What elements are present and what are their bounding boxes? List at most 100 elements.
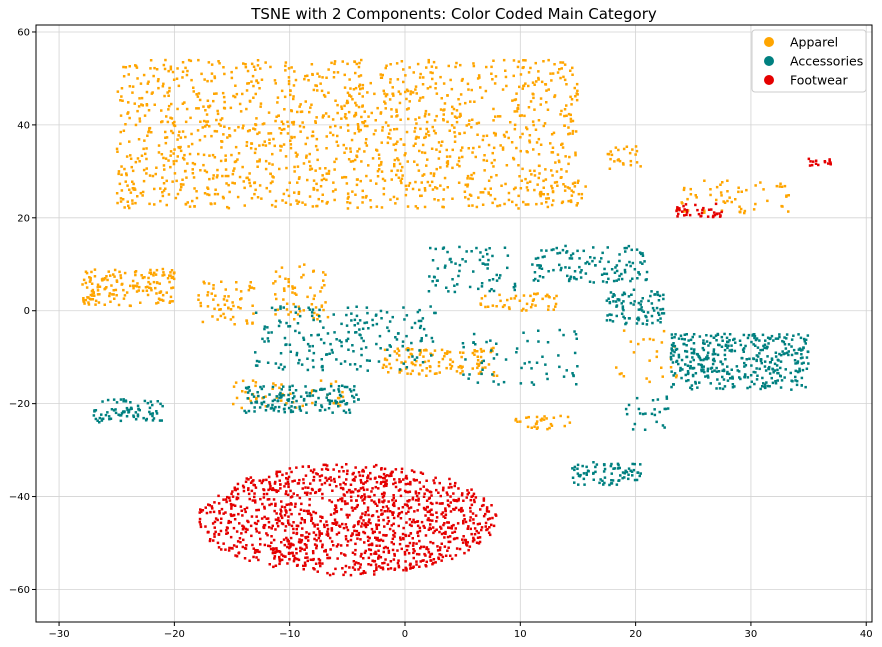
data-point bbox=[577, 192, 581, 196]
data-point bbox=[769, 337, 772, 340]
data-point bbox=[224, 159, 227, 162]
data-point bbox=[254, 501, 257, 504]
data-point bbox=[139, 301, 142, 304]
data-point bbox=[652, 309, 656, 312]
data-point bbox=[165, 203, 168, 207]
data-point bbox=[232, 514, 235, 517]
data-point bbox=[164, 130, 167, 134]
data-point bbox=[348, 513, 351, 517]
data-point bbox=[623, 271, 627, 274]
data-point bbox=[306, 491, 309, 494]
data-point bbox=[420, 545, 423, 549]
data-point bbox=[321, 545, 324, 549]
data-point bbox=[317, 197, 320, 201]
data-point bbox=[258, 160, 261, 163]
data-point bbox=[283, 365, 286, 369]
data-point bbox=[89, 276, 92, 280]
data-point bbox=[367, 513, 370, 517]
data-point bbox=[116, 201, 119, 205]
data-point bbox=[243, 186, 246, 190]
data-point bbox=[206, 291, 210, 294]
data-point bbox=[787, 210, 790, 213]
data-point bbox=[84, 270, 88, 273]
data-point bbox=[388, 474, 391, 478]
data-point bbox=[328, 536, 332, 540]
data-point bbox=[728, 339, 731, 342]
data-point bbox=[552, 199, 555, 202]
data-point bbox=[271, 551, 275, 555]
data-point bbox=[433, 481, 436, 485]
data-point bbox=[481, 138, 485, 142]
data-point bbox=[140, 274, 143, 277]
data-point bbox=[353, 385, 356, 388]
data-point bbox=[293, 191, 296, 194]
data-point bbox=[756, 374, 759, 377]
data-point bbox=[700, 365, 704, 369]
data-point bbox=[742, 333, 746, 337]
data-point bbox=[747, 333, 751, 337]
data-point bbox=[774, 351, 778, 354]
data-point bbox=[702, 358, 705, 362]
data-point bbox=[477, 287, 480, 291]
data-point bbox=[580, 269, 583, 272]
data-point bbox=[314, 169, 317, 172]
data-point bbox=[672, 342, 675, 345]
data-point bbox=[721, 339, 724, 342]
data-point bbox=[353, 568, 357, 571]
data-point bbox=[685, 344, 688, 347]
data-point bbox=[347, 330, 350, 334]
data-point bbox=[349, 160, 353, 163]
data-point bbox=[490, 288, 493, 291]
data-point bbox=[212, 284, 215, 287]
data-point bbox=[164, 157, 168, 160]
data-point bbox=[461, 342, 465, 345]
data-point bbox=[349, 87, 352, 90]
data-point bbox=[766, 384, 769, 388]
data-point bbox=[282, 287, 286, 290]
data-point bbox=[714, 352, 717, 356]
data-point bbox=[294, 502, 297, 506]
data-point bbox=[528, 139, 531, 142]
data-point bbox=[165, 291, 168, 294]
data-point bbox=[285, 321, 288, 325]
data-point bbox=[129, 191, 133, 194]
data-point bbox=[784, 347, 788, 350]
data-point bbox=[623, 268, 627, 272]
data-point bbox=[386, 136, 390, 139]
data-point bbox=[790, 388, 793, 391]
data-point bbox=[680, 201, 683, 204]
data-point bbox=[674, 333, 677, 336]
data-point bbox=[576, 249, 579, 253]
data-point bbox=[582, 472, 586, 475]
data-point bbox=[308, 308, 312, 311]
data-point bbox=[673, 350, 676, 354]
data-point bbox=[197, 92, 201, 95]
data-point bbox=[637, 407, 641, 411]
legend-frame bbox=[751, 29, 867, 93]
data-point bbox=[728, 349, 731, 352]
data-point bbox=[419, 194, 422, 198]
data-point bbox=[584, 185, 587, 188]
data-point bbox=[506, 266, 509, 270]
data-point bbox=[742, 350, 745, 353]
data-point bbox=[629, 264, 632, 268]
data-point bbox=[213, 535, 216, 538]
data-point bbox=[798, 347, 802, 350]
data-point bbox=[280, 388, 283, 391]
data-point bbox=[249, 147, 253, 150]
data-point bbox=[321, 543, 324, 546]
data-point bbox=[607, 260, 610, 264]
data-point bbox=[250, 515, 254, 518]
data-point bbox=[383, 525, 386, 528]
data-point bbox=[478, 540, 482, 544]
data-point bbox=[268, 162, 271, 165]
data-point bbox=[571, 467, 574, 470]
data-point bbox=[394, 499, 397, 502]
data-point bbox=[322, 279, 325, 282]
data-point bbox=[772, 339, 775, 342]
data-point bbox=[641, 322, 645, 325]
data-point bbox=[482, 503, 485, 507]
data-point bbox=[285, 308, 289, 311]
data-point bbox=[430, 147, 434, 150]
data-point bbox=[545, 372, 548, 376]
